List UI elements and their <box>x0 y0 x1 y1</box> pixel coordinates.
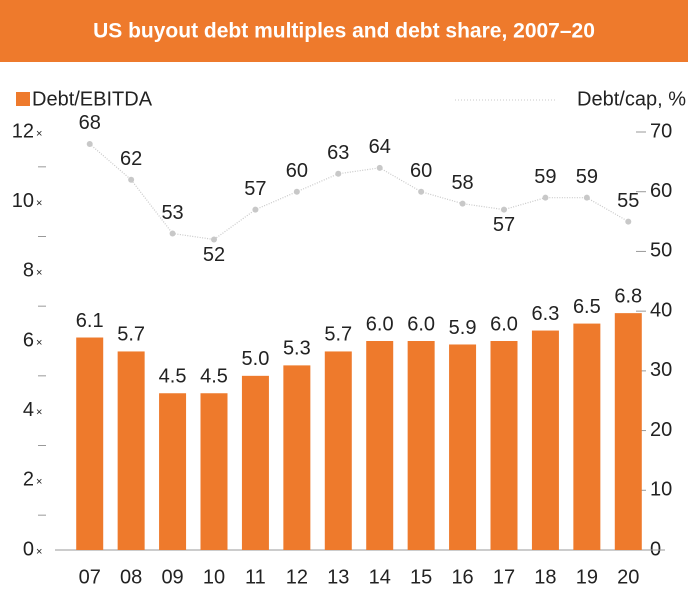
line-value-label: 58 <box>451 172 473 194</box>
line-value-label: 57 <box>493 214 515 236</box>
y-tick-label: 12 <box>12 120 34 142</box>
line <box>89 143 629 241</box>
bar-value-label: 6.0 <box>407 313 435 335</box>
y-tick-mark: × <box>36 546 42 558</box>
y2-tick-label: 70 <box>650 120 672 142</box>
bar-value-label: 6.8 <box>614 285 642 307</box>
line-point <box>376 164 383 171</box>
x-tick-label: 18 <box>534 566 556 588</box>
x-tick-label: 13 <box>327 566 349 588</box>
bar-value-label: 6.5 <box>573 296 601 318</box>
line-value-label: 62 <box>120 148 142 170</box>
line-point <box>542 194 549 201</box>
line-value-label: 63 <box>327 142 349 164</box>
x-tick-label: 09 <box>161 566 183 588</box>
x-tick-label: 19 <box>576 566 598 588</box>
legend-label: Debt/EBITDA <box>32 88 153 110</box>
x-tick-label: 10 <box>203 566 225 588</box>
line-point <box>252 206 259 213</box>
bar <box>407 341 435 550</box>
y-tick-label: 10 <box>12 190 34 212</box>
line-value-label: 59 <box>534 166 556 188</box>
y-tick-mark: × <box>36 407 42 419</box>
bar <box>366 341 394 550</box>
y-tick-label: 8 <box>23 260 34 282</box>
line-value-label: 52 <box>203 244 225 266</box>
line-point <box>418 188 425 195</box>
bar-value-label: 5.7 <box>117 324 145 346</box>
bar <box>490 341 518 550</box>
x-tick-label: 17 <box>493 566 515 588</box>
bar <box>117 351 145 550</box>
x-tick-label: 07 <box>79 566 101 588</box>
y2-tick-label: 20 <box>650 419 672 441</box>
bar <box>159 393 187 550</box>
line-point <box>86 140 93 147</box>
line-point <box>459 200 466 207</box>
y-tick-label: 4 <box>23 399 34 421</box>
line-value-label: 60 <box>286 160 308 182</box>
y2-tick-label: 60 <box>650 180 672 202</box>
x-tick-label: 15 <box>410 566 432 588</box>
y2-tick-label: 30 <box>650 359 672 381</box>
line-value-label: 59 <box>576 166 598 188</box>
bar-value-label: 4.5 <box>200 366 228 388</box>
y-tick-mark: × <box>36 267 42 279</box>
bar-value-label: 6.0 <box>490 313 518 335</box>
x-tick-label: 11 <box>245 566 266 588</box>
x-tick-label: 16 <box>451 566 473 588</box>
line-value-label: 57 <box>244 178 266 200</box>
line-value-label: 68 <box>79 112 101 134</box>
x-tick-label: 20 <box>617 566 639 588</box>
y2-tick-label: 40 <box>650 299 672 321</box>
legend-swatch <box>16 92 30 106</box>
line-point <box>211 236 217 243</box>
line-value-label: 55 <box>617 190 639 212</box>
bar <box>200 393 228 550</box>
line-point <box>128 176 135 183</box>
line-point <box>501 206 507 213</box>
x-tick-label: 12 <box>286 566 308 588</box>
line-point <box>169 230 176 237</box>
x-tick-label: 08 <box>120 566 142 588</box>
bar-value-label: 5.0 <box>242 348 270 370</box>
y-tick-label: 0 <box>23 538 34 560</box>
y2-tick-label: 50 <box>650 240 672 262</box>
line-point <box>335 170 342 177</box>
line-value-label: 53 <box>161 202 183 224</box>
y-tick-mark: × <box>36 476 42 488</box>
bar-value-label: 5.7 <box>324 324 352 346</box>
y-tick-mark: × <box>36 337 42 349</box>
y-tick-mark: × <box>36 198 42 210</box>
bar-value-label: 6.3 <box>532 303 560 325</box>
bar-value-label: 5.3 <box>283 338 311 360</box>
line-value-label: 64 <box>369 136 391 158</box>
title-banner <box>0 0 688 62</box>
bar <box>241 375 269 550</box>
bar-value-label: 6.1 <box>76 310 104 332</box>
bar <box>531 330 559 550</box>
bar-value-label: 4.5 <box>159 366 187 388</box>
y-tick-label: 6 <box>23 329 34 351</box>
bar-value-label: 5.9 <box>449 317 477 339</box>
bar <box>283 365 311 550</box>
y-tick-mark: × <box>36 128 42 140</box>
legend-label: Debt/cap, % <box>577 88 686 110</box>
bar <box>76 337 104 550</box>
x-tick-label: 14 <box>369 566 391 588</box>
y-tick-label: 2 <box>23 469 34 491</box>
bar-value-label: 6.0 <box>366 313 394 335</box>
y2-tick-label: 0 <box>650 538 661 560</box>
line-point <box>293 188 300 195</box>
line-value-label: 60 <box>410 160 432 182</box>
bar <box>324 351 352 550</box>
chart-title: US buyout debt multiples and debt share,… <box>93 20 595 43</box>
bar <box>614 313 642 550</box>
bar <box>449 344 477 550</box>
bar <box>573 323 601 550</box>
y2-tick-label: 10 <box>650 479 672 501</box>
line-point <box>625 218 632 225</box>
line-point <box>583 194 590 201</box>
